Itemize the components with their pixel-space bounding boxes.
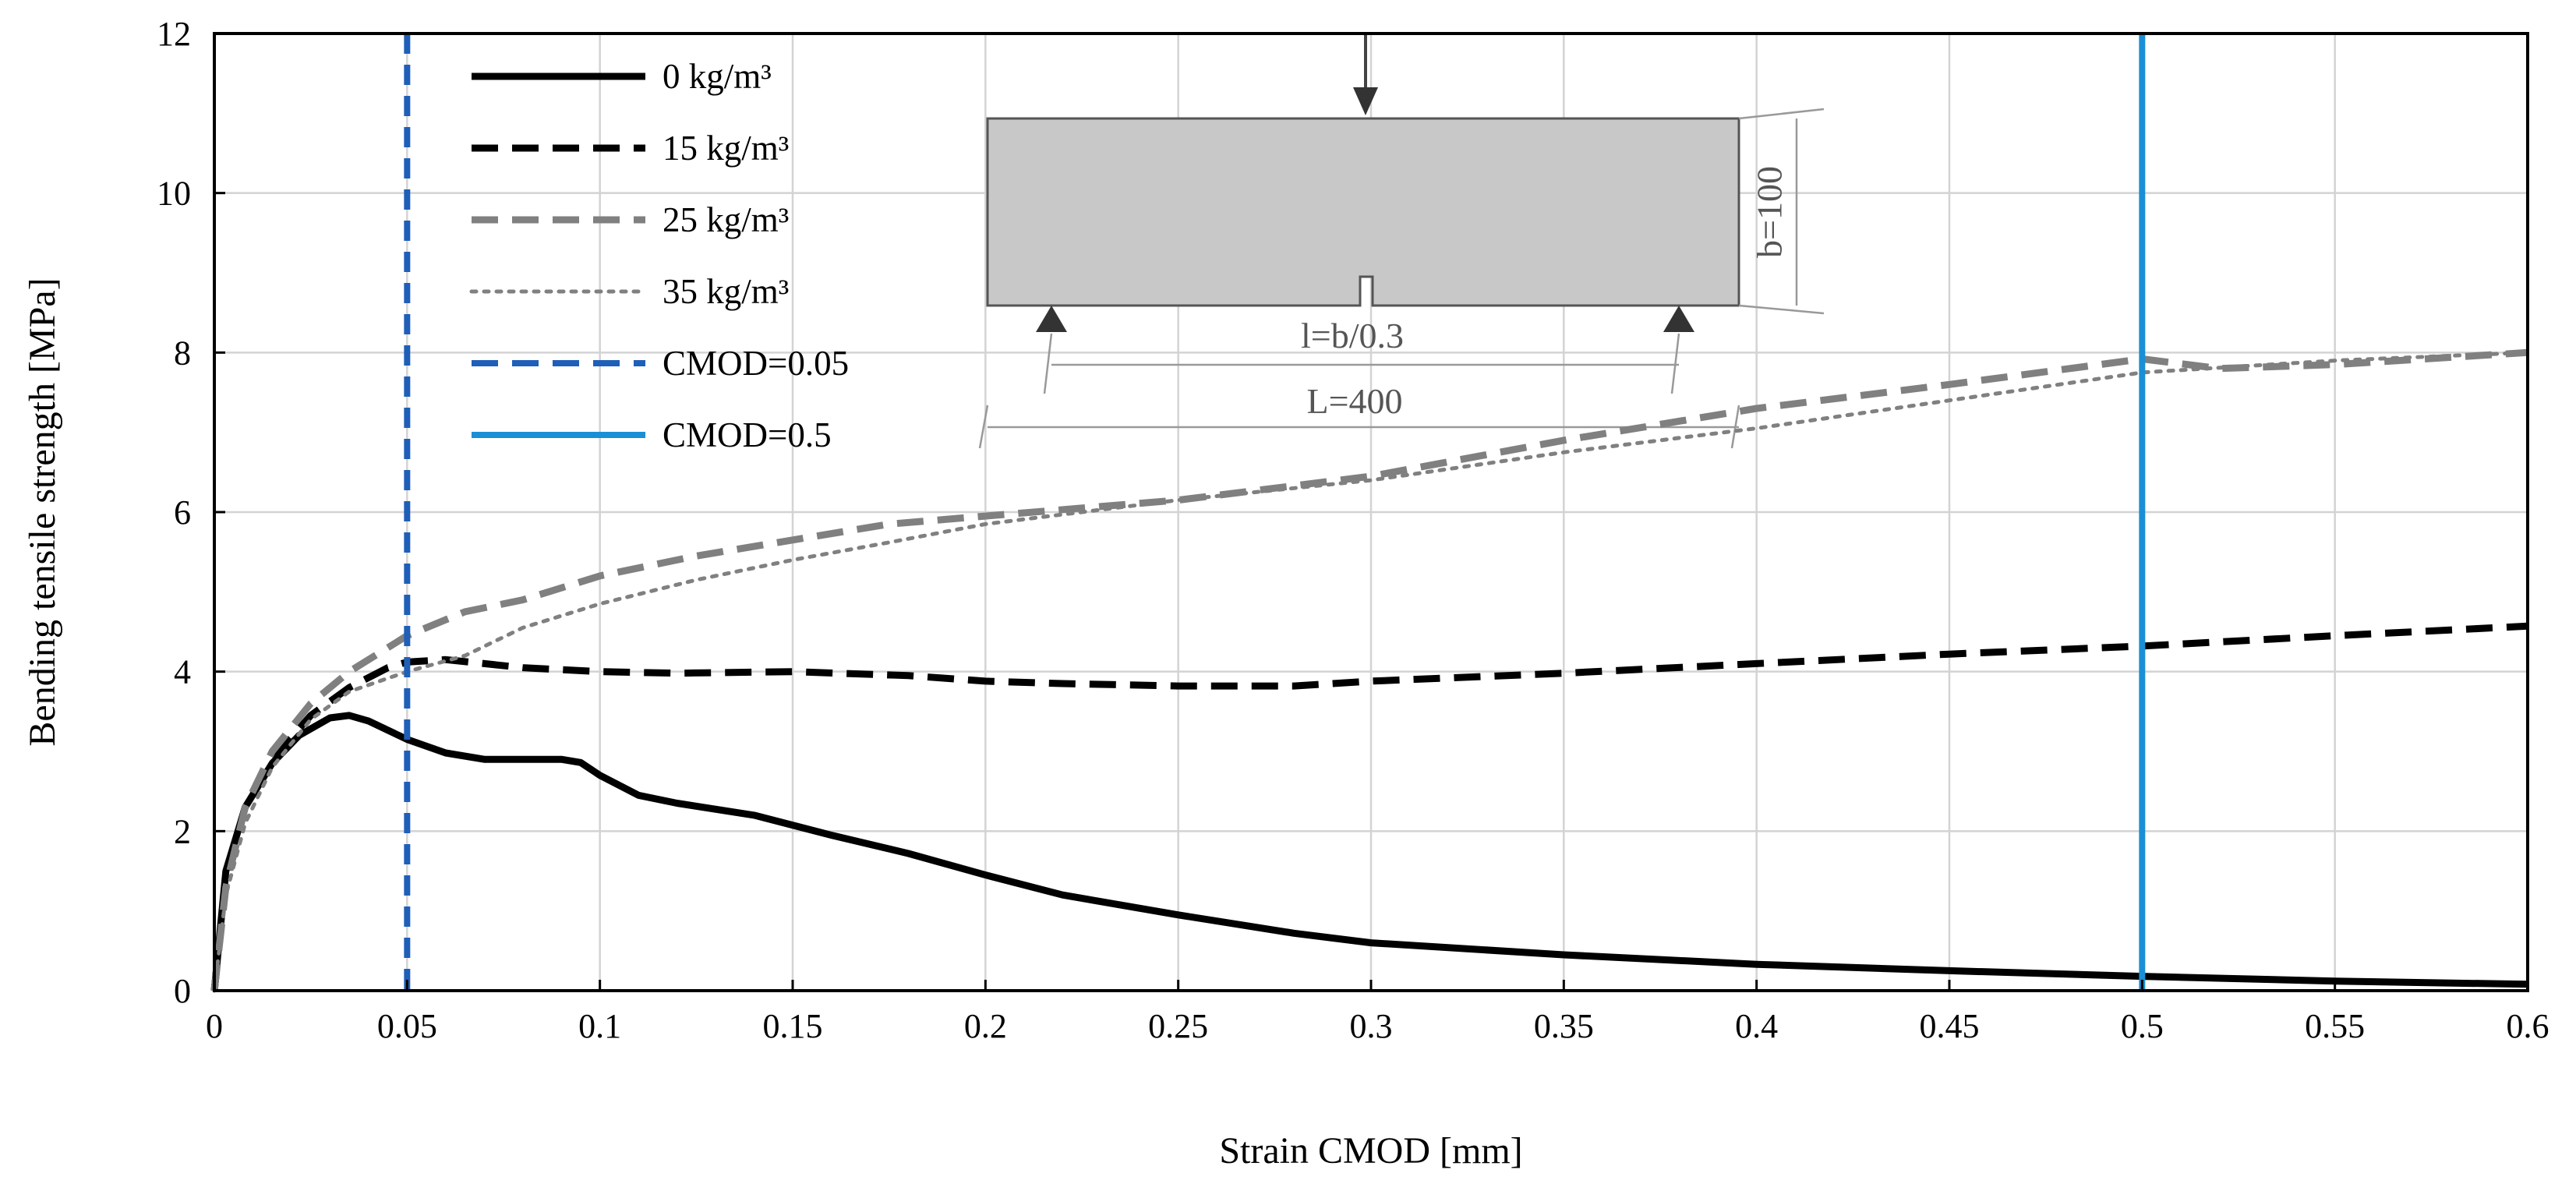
y-tick-label-6: 12 — [157, 15, 191, 53]
y-axis-label: Bending tensile strength [MPa] — [22, 277, 63, 746]
height-ext-top — [1738, 108, 1825, 120]
legend-label-2: 25 kg/m³ — [663, 200, 789, 239]
legend-label-0: 0 kg/m³ — [663, 57, 772, 96]
series-line-2 — [210, 348, 2528, 991]
x-tick-label-4: 0.2 — [964, 1007, 1007, 1045]
x-tick-label-8: 0.4 — [1735, 1007, 1778, 1045]
series-line-0 — [210, 712, 2528, 991]
y-tick-label-1: 2 — [174, 812, 191, 850]
x-tick-label-9: 0.45 — [1920, 1007, 1980, 1045]
legend-label-5: CMOD=0.5 — [663, 415, 832, 454]
series-line-3 — [212, 350, 2530, 993]
series-line-1 — [210, 622, 2528, 991]
span-ext-left — [1043, 333, 1053, 394]
x-tick-label-11: 0.55 — [2305, 1007, 2365, 1045]
y-tick-label-3: 6 — [174, 493, 191, 532]
x-tick-label-6: 0.3 — [1350, 1007, 1393, 1045]
load-arrow-head — [1353, 87, 1378, 115]
x-tick-label-2: 0.1 — [578, 1007, 621, 1045]
legend-label-3: 35 kg/m³ — [663, 272, 789, 311]
y-tick-label-0: 0 — [174, 972, 191, 1010]
left-support — [1036, 306, 1067, 332]
height-ext-bottom — [1738, 304, 1825, 315]
x-tick-label-3: 0.15 — [763, 1007, 823, 1045]
x-tick-label-12: 0.6 — [2507, 1007, 2549, 1045]
legend-label-1: 15 kg/m³ — [663, 129, 789, 168]
x-tick-label-10: 0.5 — [2121, 1007, 2164, 1045]
span-label: l=b/0.3 — [1301, 316, 1404, 355]
height-label: b=100 — [1750, 166, 1790, 258]
axis-ticks: 0 0.05 0.1 0.15 0.2 0.25 0.3 0.35 0.4 0.45 0.5 0.55… — [157, 15, 2549, 1045]
length-ext-left — [978, 405, 989, 449]
reference-lines — [404, 34, 2146, 991]
x-tick-label-1: 0.05 — [377, 1007, 437, 1045]
legend: 0 kg/m³ 15 kg/m³ 25 kg/m³ 35 kg/m³ CMOD=0.05… — [469, 57, 849, 454]
x-axis-label: Strain CMOD [mm] — [1219, 1130, 1522, 1171]
legend-label-4: CMOD=0.05 — [663, 344, 849, 383]
length-label: L=400 — [1306, 381, 1402, 421]
y-tick-label-2: 4 — [174, 653, 191, 691]
beam-body — [986, 117, 1740, 307]
x-tick-label-7: 0.35 — [1534, 1007, 1594, 1045]
length-ext-right — [1730, 405, 1740, 449]
right-support — [1663, 306, 1694, 332]
y-tick-label-5: 10 — [157, 175, 191, 213]
y-tick-label-4: 8 — [174, 334, 191, 372]
span-ext-right — [1670, 333, 1680, 394]
x-tick-label-5: 0.25 — [1148, 1007, 1208, 1045]
series-layer — [210, 348, 2530, 993]
beam-diagram: l=b/0.3 L=400 b=100 — [978, 34, 1825, 449]
x-tick-label-0: 0 — [206, 1007, 223, 1045]
